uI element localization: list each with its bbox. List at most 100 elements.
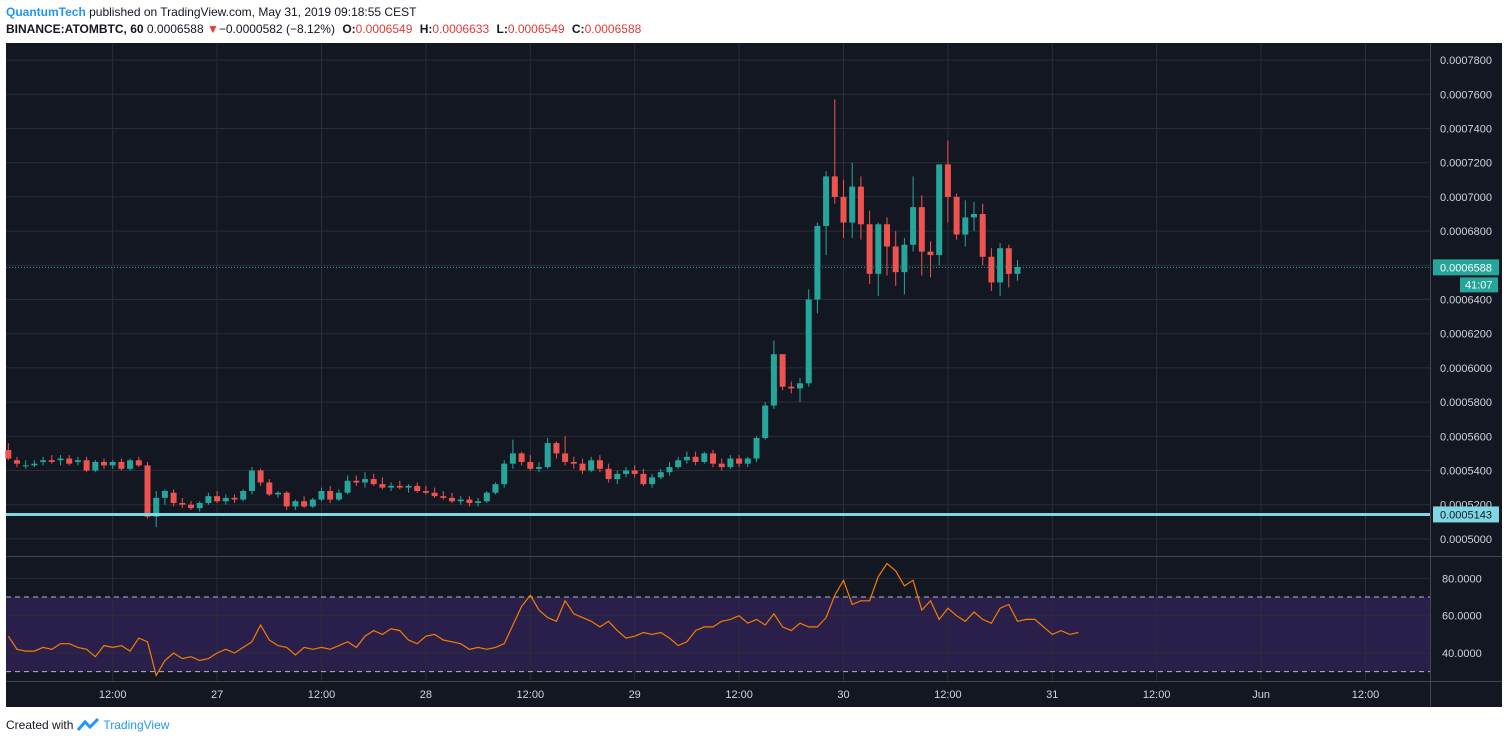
candle (309, 497, 316, 509)
candle-body (161, 491, 168, 498)
price-tick-label: 0.0006200 (1440, 329, 1492, 341)
candle-body (770, 354, 777, 406)
candle-body (188, 504, 194, 509)
candle (405, 484, 412, 493)
time-tick-label: 31 (1046, 689, 1058, 701)
candle-body (553, 443, 560, 454)
candle-body (779, 354, 786, 387)
candle (483, 491, 490, 503)
candle-body (988, 256, 995, 283)
tradingview-link[interactable]: TradingView (103, 718, 170, 732)
candle (127, 458, 134, 471)
candle-body (31, 463, 38, 466)
candle-body (831, 176, 838, 197)
candle (901, 237, 908, 295)
author-link[interactable]: QuantumTech (6, 5, 86, 19)
candle (710, 449, 716, 468)
candle (570, 456, 577, 469)
candle-body (483, 492, 490, 502)
price-axis[interactable] (1430, 43, 1502, 707)
candle (109, 460, 116, 469)
candle-body (936, 164, 943, 256)
candle (823, 171, 830, 256)
candle (222, 494, 229, 505)
candle-body (14, 460, 20, 464)
publish-info: published on TradingView.com, May 31, 20… (85, 5, 417, 19)
high-value: 0.0006633 (432, 22, 490, 36)
candle (492, 482, 499, 495)
candle-body (240, 491, 247, 500)
rsi-band (6, 597, 1430, 672)
candle (101, 458, 107, 469)
candle-body (614, 473, 621, 480)
candle (666, 461, 673, 476)
candle (275, 491, 281, 498)
price-tick-label: 0.0005400 (1440, 466, 1492, 478)
candle (814, 222, 821, 314)
candle (379, 477, 386, 490)
change-text: −0.0000582 (−8.12%) (218, 22, 335, 36)
candle (205, 492, 212, 505)
candle-body (127, 460, 134, 469)
candle (83, 456, 90, 473)
time-tick-label: 12:00 (308, 689, 336, 701)
candle (57, 455, 64, 466)
candle (457, 496, 464, 505)
price-tick-label: 0.0006000 (1440, 363, 1492, 375)
time-tick-label: 12:00 (1143, 689, 1171, 701)
candle (370, 473, 377, 486)
candle (553, 441, 560, 459)
candle-body (666, 467, 673, 473)
candle (797, 378, 803, 403)
candle-body (431, 492, 438, 497)
candle-body (118, 461, 125, 469)
candle-body (1005, 248, 1012, 274)
candle-body (196, 502, 203, 509)
chart-header: QuantumTech published on TradingView.com… (6, 4, 641, 38)
price-tick-label: 0.0007000 (1440, 192, 1492, 204)
candle (501, 460, 508, 488)
candle-body (927, 251, 934, 256)
candle (918, 195, 925, 276)
candle-body (449, 497, 455, 502)
candle-body (327, 491, 334, 500)
candle-body (683, 456, 690, 461)
candle (266, 479, 273, 497)
candle (135, 456, 142, 468)
candle (327, 485, 334, 503)
candle (292, 499, 299, 510)
price-tick-label: 0.0005800 (1440, 397, 1492, 409)
candle-body (562, 453, 569, 462)
candle-body (222, 497, 229, 502)
candle (971, 202, 977, 232)
candle (22, 460, 29, 469)
candle-body (231, 497, 238, 500)
candle (657, 468, 664, 480)
candle-body (736, 458, 743, 464)
candle-body (275, 492, 281, 495)
candle (344, 475, 351, 495)
candle (849, 162, 856, 238)
candle (14, 456, 20, 468)
candle-body (849, 186, 856, 223)
candle-body (892, 246, 899, 273)
candle-body (857, 186, 864, 225)
candles (5, 99, 1021, 527)
countdown-text: 41:07 (1465, 279, 1493, 291)
support-price-text: 0.0005143 (1440, 509, 1492, 521)
time-tick-label: 12:00 (725, 689, 753, 701)
candle (422, 485, 429, 495)
time-tick-label: Jun (1252, 689, 1270, 701)
price-tick-label: 0.0005000 (1440, 534, 1492, 546)
candle-body (301, 501, 308, 507)
candle-body (144, 465, 151, 517)
candle-body (701, 453, 708, 462)
time-tick-label: 12:00 (934, 689, 962, 701)
candle (770, 340, 777, 409)
candle (353, 475, 360, 486)
candle-body (762, 405, 769, 439)
candle-body (805, 299, 812, 384)
candle-body (588, 460, 595, 471)
candle-body (718, 463, 725, 468)
